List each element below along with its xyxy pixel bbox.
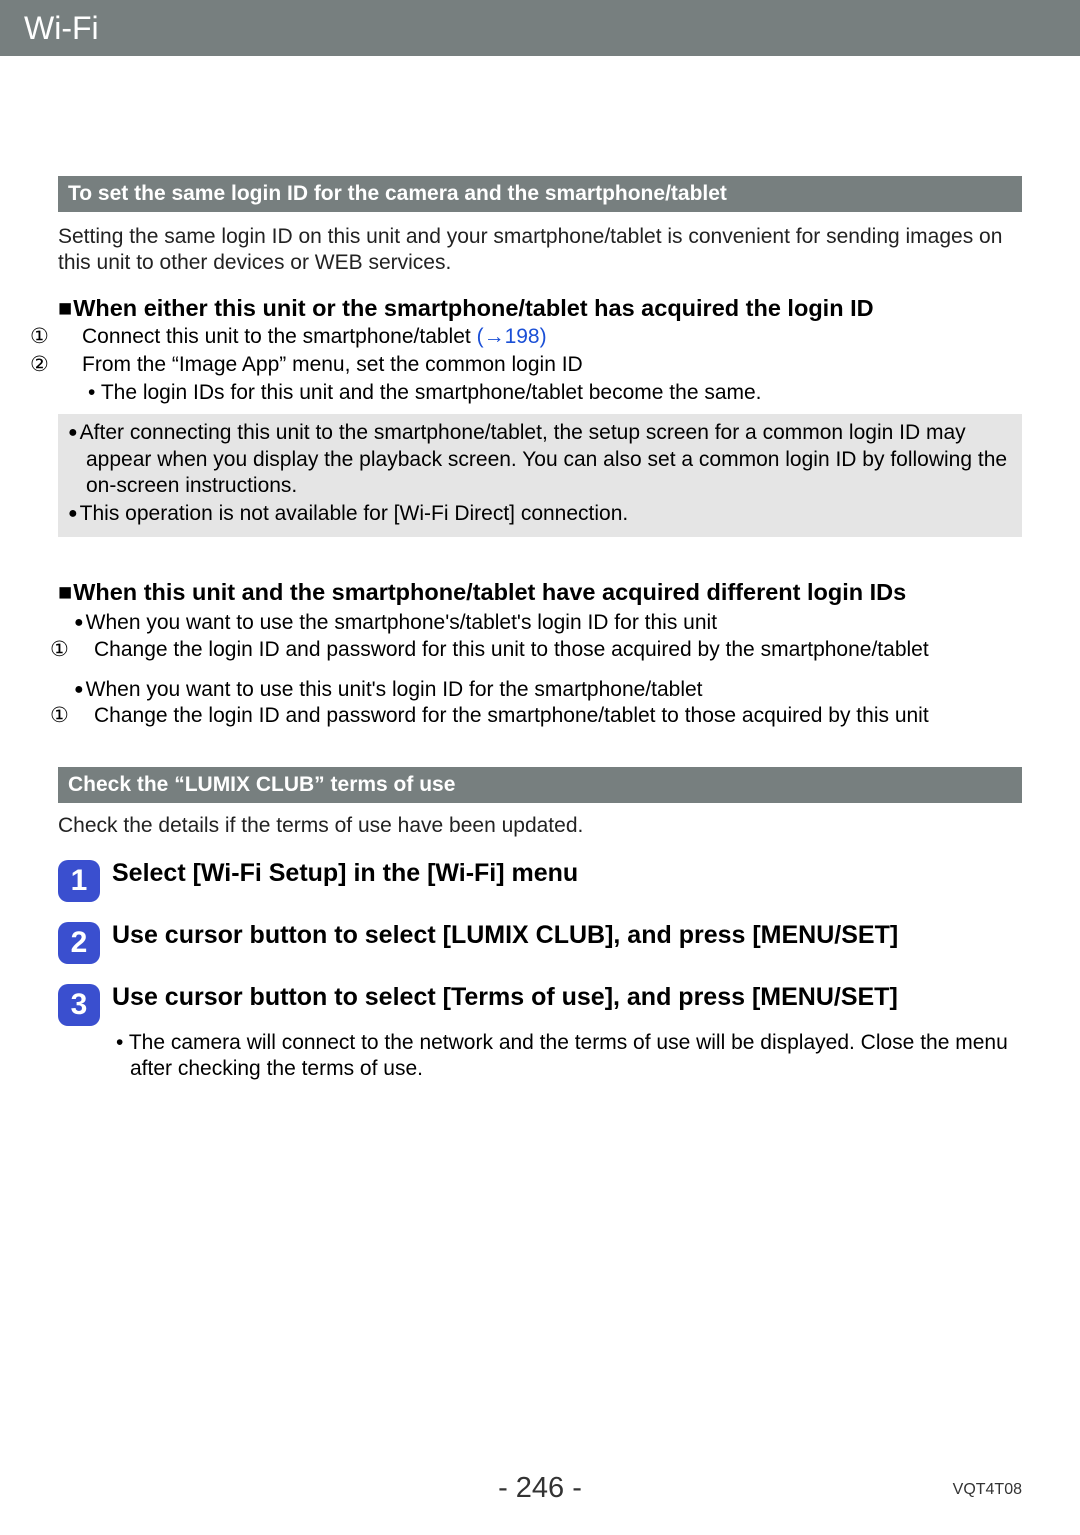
step-a1: ①Connect this unit to the smartphone/tab…	[86, 324, 1022, 350]
section1-intro: Setting the same login ID on this unit a…	[58, 224, 1022, 277]
step-row-3: 3 Use cursor button to select [Terms of …	[58, 982, 1022, 1026]
step-badge-3: 3	[58, 984, 100, 1026]
step-a2-text: From the “Image App” menu, set the commo…	[82, 353, 583, 376]
section2-intro: Check the details if the terms of use ha…	[58, 813, 1022, 839]
step-a2-sub: The login IDs for this unit and the smar…	[58, 380, 1022, 406]
page-content: To set the same login ID for the camera …	[0, 176, 1080, 1082]
sub-heading-different: When this unit and the smartphone/tablet…	[58, 579, 1022, 606]
note-box-a: After connecting this unit to the smartp…	[58, 414, 1022, 537]
circled-1-icon: ①	[74, 637, 94, 663]
lead-b2-step: ①Change the login ID and password for th…	[92, 703, 1022, 729]
circled-1-icon: ①	[74, 703, 94, 729]
section-bar-login-id: To set the same login ID for the camera …	[58, 176, 1022, 212]
page-number: - 246 -	[0, 1472, 1080, 1505]
step-row-1: 1 Select [Wi-Fi Setup] in the [Wi-Fi] me…	[58, 858, 1022, 902]
lead-b1-step: ①Change the login ID and password for th…	[92, 637, 1022, 663]
bullet-block-b: When you want to use the smartphone's/ta…	[58, 610, 1022, 729]
note-a1: After connecting this unit to the smartp…	[86, 420, 1012, 499]
lead-b1: When you want to use the smartphone's/ta…	[92, 610, 1022, 636]
page-ref-link[interactable]: (→198)	[477, 325, 547, 348]
section-bar-terms: Check the “LUMIX CLUB” terms of use	[58, 767, 1022, 803]
header-bar: Wi-Fi	[0, 0, 1080, 56]
document-code: VQT4T08	[953, 1481, 1022, 1499]
numbered-list-a: ①Connect this unit to the smartphone/tab…	[58, 324, 1022, 379]
circled-2-icon: ②	[58, 352, 82, 378]
note-a2: This operation is not available for [Wi-…	[86, 501, 1012, 527]
step-a2: ②From the “Image App” menu, set the comm…	[86, 352, 1022, 378]
step-2-text: Use cursor button to select [LUMIX CLUB]…	[112, 920, 898, 950]
step-3-note: The camera will connect to the network a…	[58, 1030, 1022, 1083]
lead-b2: When you want to use this unit's login I…	[92, 677, 1022, 703]
step-a1-text: Connect this unit to the smartphone/tabl…	[82, 325, 477, 348]
circled-1-icon: ①	[58, 324, 82, 350]
step-badge-2: 2	[58, 922, 100, 964]
step-badge-1: 1	[58, 860, 100, 902]
step-row-2: 2 Use cursor button to select [LUMIX CLU…	[58, 920, 1022, 964]
sub-heading-acquired: When either this unit or the smartphone/…	[58, 295, 1022, 322]
step-3-text: Use cursor button to select [Terms of us…	[112, 982, 898, 1012]
header-title: Wi-Fi	[24, 10, 99, 47]
step-1-text: Select [Wi-Fi Setup] in the [Wi-Fi] menu	[112, 858, 578, 888]
